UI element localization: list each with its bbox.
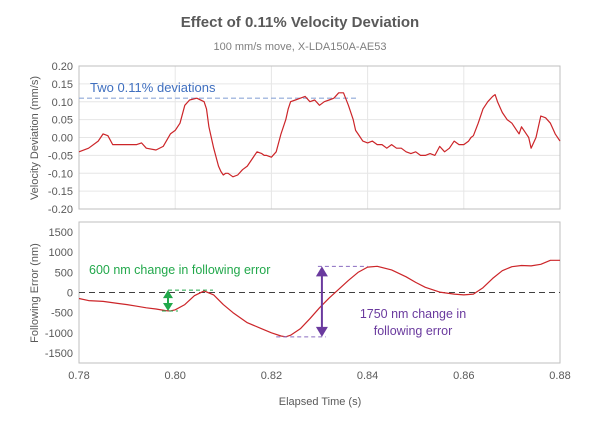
purple-annotation-line-2: following error (374, 324, 453, 338)
velocity-y-ticks: -0.20 -0.15 -0.10 -0.05 0.00 0.05 0.10 0.15 0.20 (48, 61, 73, 216)
green-arrow-head-down (162, 303, 173, 312)
purple-arrow-head-up (315, 266, 328, 277)
error-x-ticks: 0.78 0.80 0.82 0.84 0.86 0.88 (68, 370, 570, 382)
x-tick-label: 0.88 (549, 370, 570, 382)
x-tick-label: 0.82 (261, 370, 282, 382)
error-y-ticks: -1500 -1000 -500 0 500 1000 1500 (45, 227, 73, 360)
velocity-deviation-line (78, 92, 561, 178)
x-tick-label: 0.80 (164, 370, 185, 382)
velocity-grid (78, 65, 561, 210)
velocity-y-tick-label: 0.15 (52, 79, 73, 91)
velocity-y-tick-label: 0.10 (52, 97, 73, 109)
velocity-y-axis-label: Velocity Deviation (mm/s) (29, 76, 41, 200)
x-axis-label: Elapsed Time (s) (279, 396, 362, 408)
velocity-y-tick-label: 0.05 (52, 115, 73, 127)
error-y-tick-label: 500 (55, 267, 73, 279)
x-tick-label: 0.78 (68, 370, 89, 382)
velocity-y-tick-label: 0.20 (52, 61, 73, 73)
error-y-tick-label: 1500 (49, 227, 73, 239)
velocity-y-tick-label: -0.10 (48, 168, 73, 180)
velocity-deviation-panel: -0.20 -0.15 -0.10 -0.05 0.00 0.05 0.10 0.15 0.20… (29, 61, 561, 216)
velocity-y-tick-label: -0.15 (48, 186, 73, 198)
error-y-axis-label: Following Error (nm) (29, 243, 41, 343)
green-annotation: 600 nm change in following error (89, 263, 270, 277)
error-y-tick-label: 0 (67, 288, 73, 300)
velocity-y-tick-label: -0.20 (48, 204, 73, 216)
green-arrow-head-up (162, 290, 173, 299)
velocity-y-tick-label: -0.05 (48, 150, 73, 162)
chart-subtitle: 100 mm/s move, X-LDA150A-AE53 (213, 41, 386, 53)
purple-annotation-line-1: 1750 nm change in (360, 307, 466, 321)
x-tick-label: 0.86 (453, 370, 474, 382)
velocity-plot-frame (78, 65, 561, 210)
purple-arrow-head-down (315, 326, 328, 337)
velocity-y-tick-label: 0.00 (52, 133, 73, 145)
error-y-tick-label: -1500 (45, 348, 73, 360)
error-y-tick-label: -1000 (45, 328, 73, 340)
error-y-tick-label: -500 (51, 308, 73, 320)
deviation-annotation: Two 0.11% deviations (90, 80, 216, 95)
x-tick-label: 0.84 (357, 370, 378, 382)
chart-title: Effect of 0.11% Velocity Deviation (181, 14, 419, 31)
error-y-tick-label: 1000 (49, 247, 73, 259)
